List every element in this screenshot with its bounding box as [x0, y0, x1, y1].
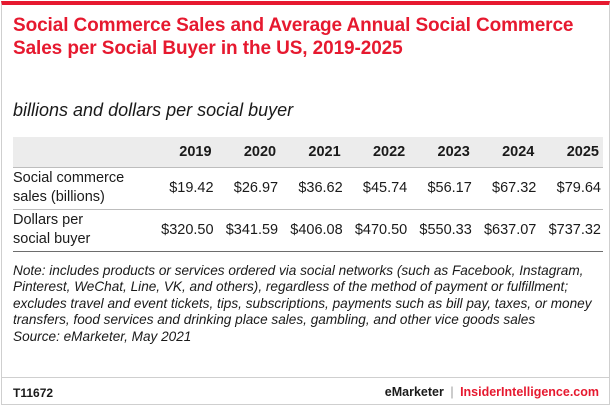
table-cell: $26.97 [215, 166, 281, 210]
table-cell: $406.08 [280, 209, 345, 252]
column-header: 2021 [280, 137, 345, 167]
table-cell: $19.42 [151, 166, 216, 210]
row-label: Dollars per social buyer [13, 209, 151, 252]
table-cell: $56.17 [409, 166, 474, 210]
brand-credit: eMarketer | InsiderIntelligence.com [385, 385, 599, 399]
table-cell: $341.59 [215, 209, 281, 252]
chart-subtitle: billions and dollars per social buyer [13, 100, 294, 120]
table-cell: $67.32 [473, 166, 539, 210]
column-header: 2019 [151, 137, 216, 167]
table-cell: $550.33 [409, 209, 474, 252]
brand-insider-intelligence: InsiderIntelligence.com [460, 385, 599, 399]
chart-id-code: T11672 [13, 386, 54, 400]
table-cell: $36.62 [280, 166, 345, 210]
chart-note: Note: includes products or services orde… [13, 263, 603, 345]
table-header-row: 2019 2020 2021 2022 2023 2024 2025 [13, 137, 603, 167]
column-header: 2022 [344, 137, 410, 167]
column-header: 2023 [409, 137, 474, 167]
source-text: Source: eMarketer, May 2021 [13, 328, 192, 344]
table-row: Social commerce sales (billions) $19.42 … [13, 166, 603, 210]
table-row: Dollars per social buyer $320.50 $341.59… [13, 209, 603, 252]
table-cell: $79.64 [538, 166, 603, 210]
brand-emarketer: eMarketer [384, 385, 444, 399]
column-header: 2025 [538, 137, 603, 167]
table-cell: $637.07 [473, 209, 539, 252]
data-table: 2019 2020 2021 2022 2023 2024 2025 Socia… [13, 137, 603, 252]
brand-separator: | [450, 385, 454, 399]
row-label-line: Dollars per [13, 212, 84, 228]
chart-title: Social Commerce Sales and Average Annual… [13, 15, 574, 59]
chart-footer: T11672 eMarketer | InsiderIntelligence.c… [1, 377, 610, 405]
table-cell: $320.50 [151, 209, 216, 252]
note-text: Note: includes products or services orde… [13, 263, 592, 328]
table-header-corner [13, 137, 151, 167]
table-cell: $45.74 [344, 166, 410, 210]
column-header: 2020 [215, 137, 281, 167]
row-label-line: sales (billions) [13, 189, 105, 205]
table-cell: $470.50 [344, 209, 410, 252]
table-cell: $737.32 [538, 209, 603, 252]
row-label-line: Social commerce [13, 170, 125, 186]
row-label-line: social buyer [13, 231, 91, 247]
column-header: 2024 [473, 137, 539, 167]
row-label: Social commerce sales (billions) [13, 166, 151, 210]
